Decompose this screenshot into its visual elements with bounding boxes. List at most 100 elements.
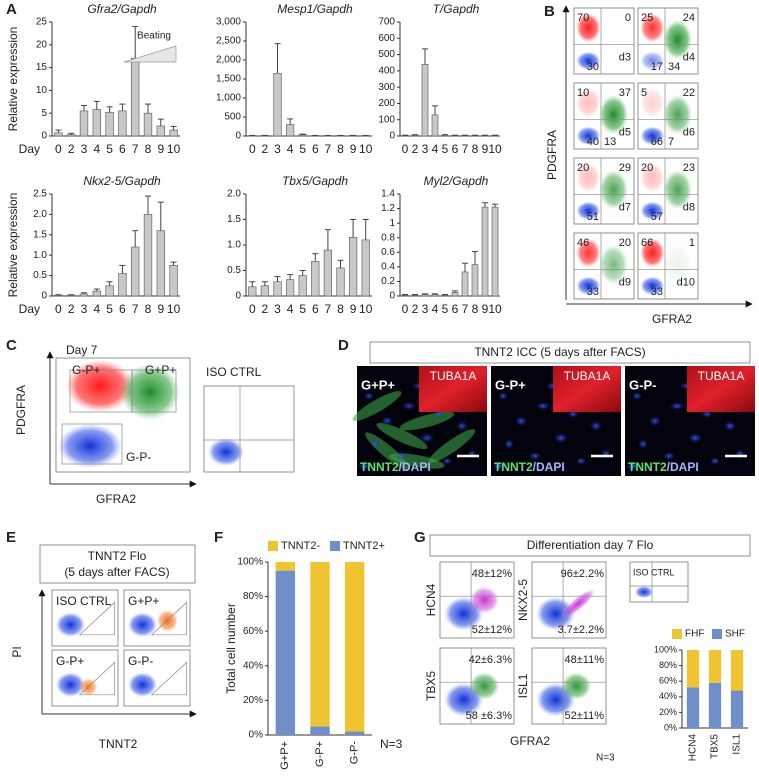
stain-signal	[376, 422, 428, 450]
bar-segment	[275, 562, 296, 571]
x-tick-label: 3	[274, 302, 281, 316]
y-tick-label: 0	[41, 131, 47, 142]
panel-letter: F	[214, 529, 223, 546]
stain-signal	[428, 429, 476, 463]
quadrant-percent: 17	[651, 61, 663, 73]
y-tick-label: 1.0	[227, 240, 241, 251]
plot-title: G-P+	[56, 654, 84, 668]
x-tick-label: 0	[402, 142, 409, 156]
cell-cloud	[576, 201, 601, 221]
x-tick-label: 0	[55, 302, 62, 316]
legend-label: FHF	[685, 629, 704, 640]
x-axis-label: Day	[19, 142, 40, 156]
counterstain-name: /DAPI	[667, 460, 699, 474]
bar	[411, 134, 419, 137]
y-tick-label: 20	[36, 39, 48, 50]
x-tick-label: 8	[337, 302, 344, 316]
quadrant-percent: 46	[577, 237, 589, 249]
y-tick-label: 15	[36, 62, 48, 73]
cell-cloud	[561, 672, 592, 700]
nucleus	[498, 392, 508, 400]
bar	[105, 111, 114, 137]
stain-label: TNNT2/DAPI	[360, 460, 431, 474]
bar	[461, 271, 469, 297]
annotation-wedge	[123, 45, 177, 63]
chart-title: Gfra2/Gapdh	[87, 2, 157, 16]
day-label: d10	[677, 276, 695, 288]
y-tick-label: 1.4	[381, 189, 395, 200]
cell-cloud	[640, 163, 665, 193]
axis-label: GFRA2	[96, 492, 136, 506]
x-tick-label: 10	[488, 142, 502, 156]
bar	[79, 110, 89, 137]
bar-segment	[730, 690, 744, 728]
quadrant-percent: 7	[668, 136, 674, 148]
gate	[150, 661, 188, 696]
x-tick-label: 6	[312, 142, 319, 156]
y-tick-label: 500	[378, 49, 395, 60]
y-tick-label: 5	[41, 108, 47, 119]
cell-cloud	[576, 238, 601, 268]
marker-label: ISL1	[516, 673, 530, 698]
cell-cloud	[599, 94, 628, 135]
x-tick-label: 0	[249, 142, 256, 156]
gate	[78, 601, 116, 636]
x-tick-label: G-P-	[349, 741, 361, 765]
inset-image	[553, 366, 621, 412]
bar	[118, 110, 127, 137]
y-tick-label: 20%	[659, 707, 677, 717]
panel-letter: D	[338, 337, 349, 354]
gate-label: G+P+	[145, 363, 176, 377]
bar-segment	[344, 731, 365, 735]
bar	[336, 267, 345, 297]
x-tick-label: 3	[422, 302, 429, 316]
panel-title: Differentiation day 7 Flo	[527, 538, 654, 552]
x-tick-label: 5	[442, 302, 449, 316]
y-axis-label: Relative expression	[6, 27, 20, 132]
x-tick-label: 5	[442, 142, 449, 156]
x-tick-label: 3	[274, 142, 281, 156]
cell-cloud	[663, 244, 692, 285]
y-tick-label: 100	[378, 114, 395, 125]
y-tick-label: 1.5	[33, 229, 47, 240]
y-tick-label: 40%	[659, 691, 677, 701]
quadrant-percent: 57	[651, 211, 663, 223]
cell-cloud	[640, 88, 665, 118]
note: N=3	[596, 753, 615, 764]
cell-cloud	[599, 244, 628, 285]
bar	[323, 249, 333, 297]
y-tick-label: 80%	[659, 660, 677, 670]
nucleus	[395, 452, 407, 460]
y-tick-label: 0.6	[381, 247, 395, 258]
x-tick-label: 4	[93, 142, 100, 156]
nucleus	[504, 439, 514, 449]
y-tick-label: 500	[224, 112, 241, 123]
x-tick-label: 6	[452, 302, 459, 316]
x-tick-label: 8	[472, 142, 479, 156]
x-tick-label: 6	[452, 142, 459, 156]
stain-signal	[352, 391, 402, 421]
plot-title: ISO CTRL	[633, 567, 675, 577]
nucleus	[626, 461, 640, 471]
x-tick-label: 10	[167, 142, 181, 156]
quadrant-percent: 96±2.2%	[561, 568, 605, 580]
bar	[421, 294, 429, 297]
x-tick-label: 9	[482, 142, 489, 156]
x-tick-label: 8	[145, 302, 152, 316]
panel-title: TNNT2 ICC (5 days after FACS)	[474, 345, 645, 359]
x-tick-label: 2	[68, 302, 75, 316]
bar	[441, 134, 449, 137]
bar	[431, 114, 439, 137]
cell-cloud	[127, 672, 157, 698]
x-tick-label: 7	[325, 142, 332, 156]
y-tick-label: 1,500	[216, 74, 241, 85]
bar-segment	[686, 687, 700, 728]
bar	[143, 112, 153, 137]
cell-cloud	[640, 13, 665, 43]
inset-label: TUBA1A	[564, 369, 611, 383]
nucleus	[663, 452, 675, 460]
x-tick-label: 0	[402, 302, 409, 316]
cell-cloud	[55, 672, 85, 698]
y-tick-label: 0.5	[227, 265, 241, 276]
